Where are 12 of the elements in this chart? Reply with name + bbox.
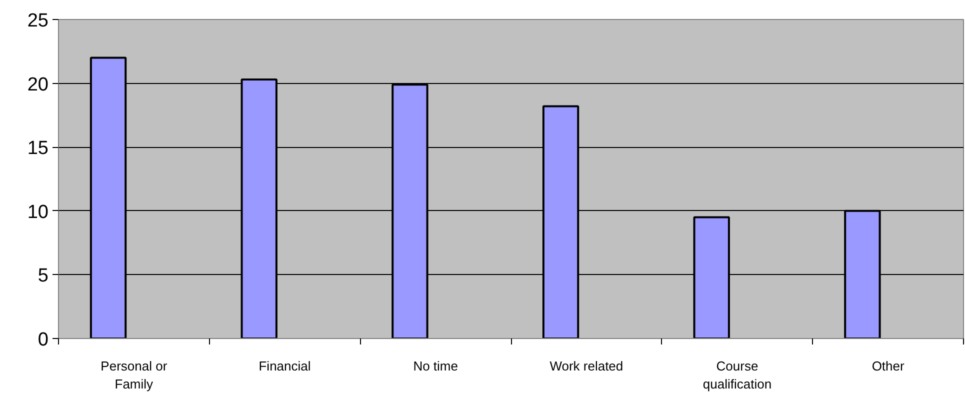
x-tick-label: No time xyxy=(413,358,458,374)
x-tick-label: Personal or Family xyxy=(100,358,168,392)
x-tick-label: Financial xyxy=(258,358,311,374)
x-tick-label: Other xyxy=(872,358,906,374)
y-tick-label: 20 xyxy=(27,74,49,96)
y-tick-label: 5 xyxy=(38,266,49,287)
y-tick-label: 25 xyxy=(27,10,49,32)
y-tick-label: 15 xyxy=(27,138,49,160)
x-tick-label: Course qualification xyxy=(702,358,772,392)
x-tick-label: Work related xyxy=(550,358,624,374)
y-tick-label: 0 xyxy=(38,330,49,350)
y-tick-label: 10 xyxy=(27,202,49,223)
